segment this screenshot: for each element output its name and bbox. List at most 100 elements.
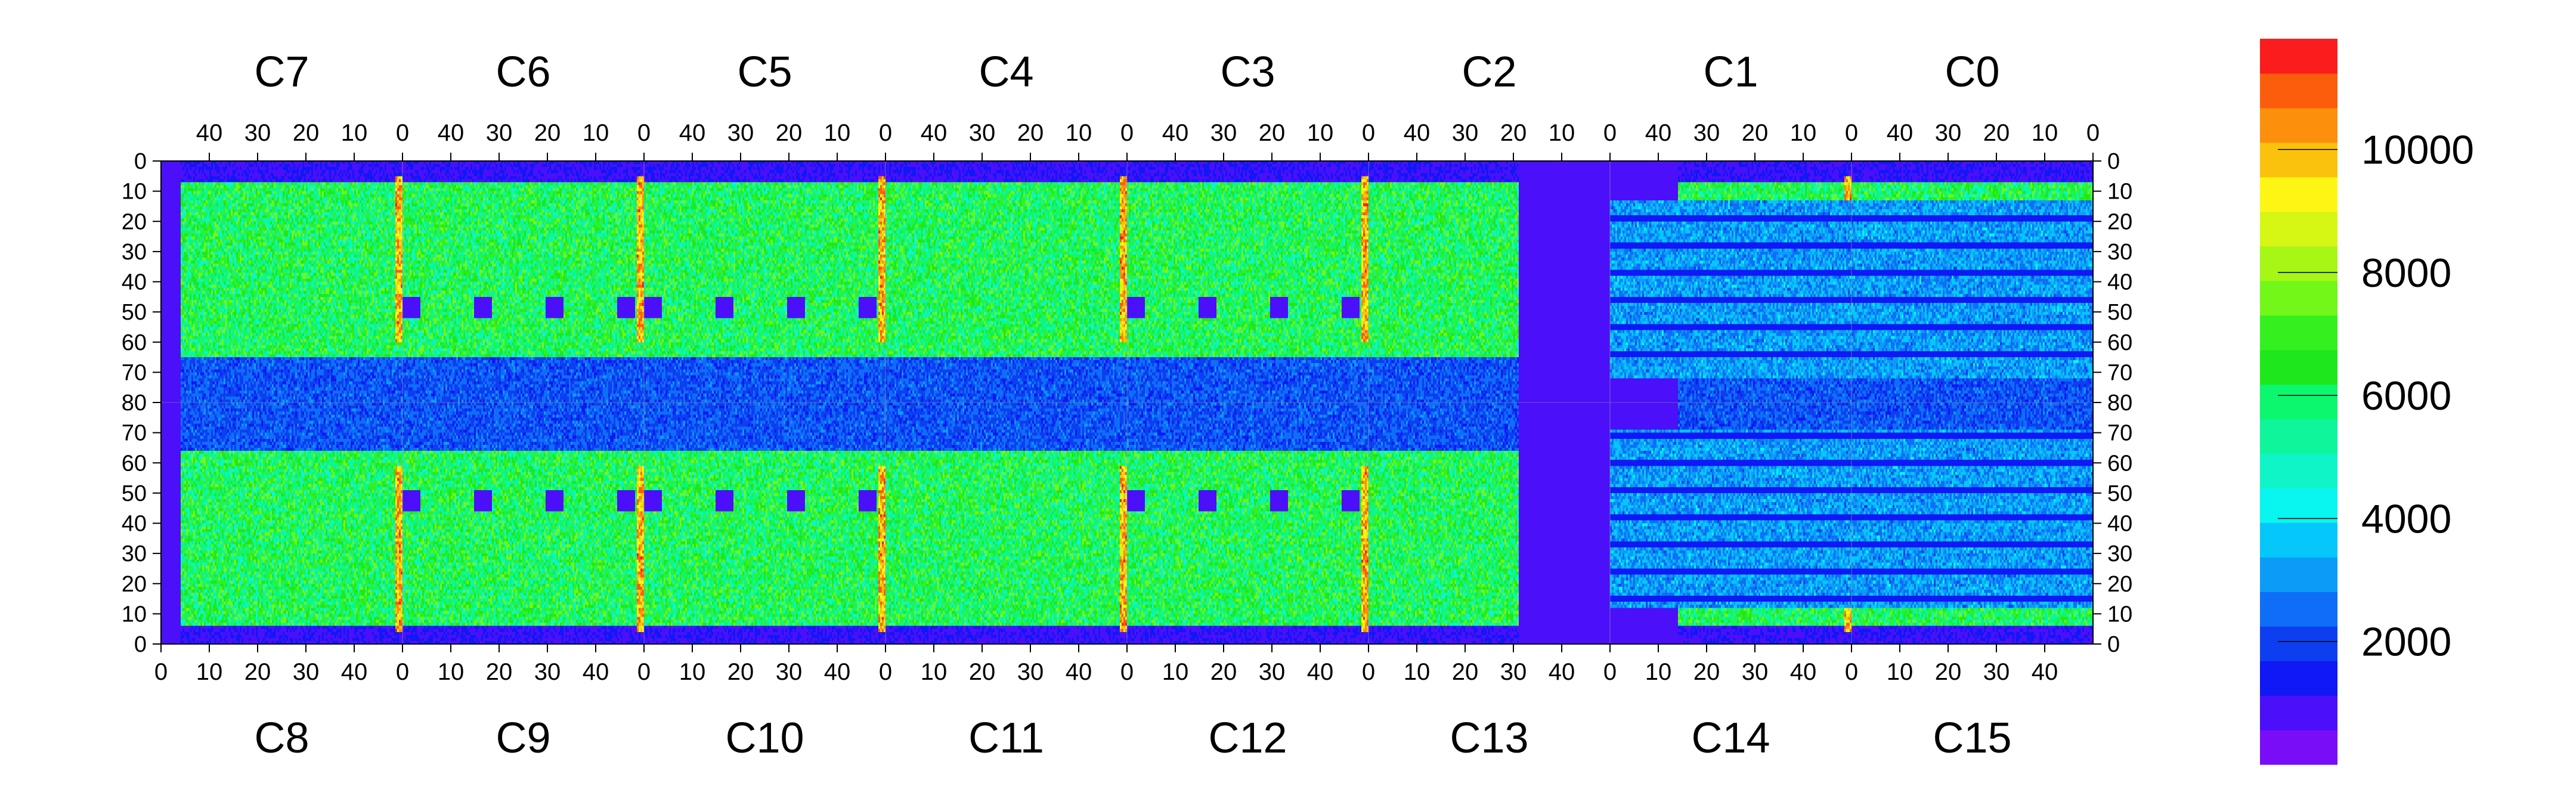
bottom-tick-label: 0 <box>1845 659 1858 685</box>
colorbar-segment <box>2260 280 2337 316</box>
top-tick-label: 40 <box>438 120 465 146</box>
bottom-tick-label: 40 <box>1307 659 1334 685</box>
colorbar-segment <box>2260 730 2337 765</box>
top-tick-label: 10 <box>1790 120 1817 146</box>
right-tick-label: 70 <box>2107 360 2132 385</box>
bottom-tick-label: 30 <box>1742 659 1769 685</box>
top-chip-label: C1 <box>1703 48 1758 96</box>
bottom-chip-label: C8 <box>254 714 309 762</box>
bottom-tick-label: 30 <box>534 659 561 685</box>
left-tick-label: 0 <box>134 632 147 657</box>
left-tick-label: 50 <box>122 300 147 325</box>
top-tick-label: 20 <box>1742 120 1769 146</box>
bottom-tick-label: 30 <box>293 659 320 685</box>
top-tick-label: 20 <box>293 120 320 146</box>
bottom-chip-labels: C8 C9 C10 C11 C12 C13 C14 C15 <box>254 714 2011 762</box>
left-tick-label: 60 <box>122 330 147 355</box>
right-tick-label: 10 <box>2107 179 2132 205</box>
left-tick-label: 30 <box>122 541 147 566</box>
right-tick-label: 30 <box>2107 541 2132 566</box>
left-tick-label: 60 <box>122 451 147 476</box>
bottom-tick-label: 10 <box>196 659 223 685</box>
bottom-tick-label: 10 <box>1645 659 1672 685</box>
colorbar-segment <box>2260 177 2337 212</box>
bottom-chip-label: C15 <box>1933 714 2011 762</box>
bottom-chip-label: C14 <box>1691 714 1770 762</box>
top-tick-label: 10 <box>583 120 609 146</box>
right-tick-label: 50 <box>2107 481 2132 506</box>
colorbar-segment <box>2260 107 2337 143</box>
bottom-tick-label: 0 <box>1362 659 1375 685</box>
bottom-tick-label: 20 <box>1452 659 1479 685</box>
colorbar-tick-label: 4000 <box>2361 496 2451 541</box>
bottom-tick-label: 0 <box>637 659 651 685</box>
colorbar-segment <box>2260 315 2337 351</box>
left-tick-label: 70 <box>122 360 147 385</box>
bottom-tick-label: 40 <box>824 659 851 685</box>
bottom-tick-label: 20 <box>486 659 513 685</box>
bottom-tick-label: 20 <box>1693 659 1720 685</box>
top-tick-label: 0 <box>1120 120 1134 146</box>
top-tick-label: 0 <box>1603 120 1617 146</box>
colorbar-segment <box>2260 557 2337 592</box>
colorbar-segment <box>2260 39 2337 74</box>
top-tick-label: 40 <box>1887 120 1914 146</box>
bottom-chip-label: C10 <box>725 714 804 762</box>
colorbar-tick-label: 2000 <box>2361 620 2451 665</box>
colorbar-tick-label: 10000 <box>2361 128 2474 173</box>
top-tick-label: 40 <box>679 120 706 146</box>
bottom-chip-label: C13 <box>1450 714 1528 762</box>
top-tick-label: 20 <box>1259 120 1286 146</box>
right-tick-label: 80 <box>2107 391 2132 416</box>
top-tick-label: 0 <box>396 120 409 146</box>
right-tick-label: 40 <box>2107 270 2132 295</box>
bottom-tick-label: 20 <box>727 659 754 685</box>
right-tick-label: 20 <box>2107 572 2132 597</box>
top-tick-label: 0 <box>2086 120 2100 146</box>
bottom-tick-label: 10 <box>921 659 948 685</box>
top-chip-label: C5 <box>737 48 792 96</box>
top-tick-label: 10 <box>2032 120 2058 146</box>
colorbar-segment <box>2260 626 2337 661</box>
colorbar-segment <box>2260 522 2337 558</box>
left-tick-label: 20 <box>122 572 147 597</box>
left-tick-label: 30 <box>122 240 147 265</box>
top-tick-label: 20 <box>776 120 803 146</box>
top-chip-label: C4 <box>979 48 1033 96</box>
bottom-tick-label: 10 <box>438 659 465 685</box>
top-tick-label: 30 <box>727 120 754 146</box>
top-tick-label: 0 <box>1845 120 1858 146</box>
top-tick-label: 40 <box>1404 120 1431 146</box>
colorbar-segment <box>2260 349 2337 385</box>
bottom-tick-label: 0 <box>396 659 409 685</box>
bottom-tick-label: 40 <box>583 659 609 685</box>
bottom-tick-label: 20 <box>1210 659 1237 685</box>
top-tick-label: 30 <box>244 120 271 146</box>
bottom-chip-label: C12 <box>1208 714 1287 762</box>
colorbar-segment <box>2260 592 2337 627</box>
bottom-tick-label: 30 <box>1500 659 1527 685</box>
top-chip-label: C0 <box>1945 48 1999 96</box>
top-tick-label: 40 <box>1162 120 1189 146</box>
top-tick-label: 40 <box>196 120 223 146</box>
right-tick-label: 60 <box>2107 451 2132 476</box>
left-tick-label: 0 <box>134 149 147 174</box>
right-tick-label: 60 <box>2107 330 2132 355</box>
left-axis: 0 10 20 30 40 50 60 70 80 70 60 50 40 30 20 10 0 <box>122 149 161 657</box>
bottom-tick-label: 40 <box>341 659 368 685</box>
colorbar-segment <box>2260 384 2337 420</box>
top-tick-label: 30 <box>1210 120 1237 146</box>
top-tick-label: 30 <box>1452 120 1479 146</box>
right-tick-label: 50 <box>2107 300 2132 325</box>
top-tick-label: 0 <box>637 120 651 146</box>
top-axis: 40 30 20 10 0 40 30 20 10 0 40 30 20 10 0 40 30 20 10 0 40 30… <box>196 120 2100 161</box>
bottom-tick-label: 20 <box>244 659 271 685</box>
left-tick-label: 40 <box>122 270 147 295</box>
colorbar-segment <box>2260 695 2337 730</box>
colorbar-segment <box>2260 453 2337 488</box>
top-chip-label: C6 <box>496 48 550 96</box>
top-tick-label: 10 <box>1307 120 1334 146</box>
left-tick-label: 50 <box>122 481 147 506</box>
colorbar-segment <box>2260 211 2337 247</box>
left-tick-label: 10 <box>122 179 147 205</box>
